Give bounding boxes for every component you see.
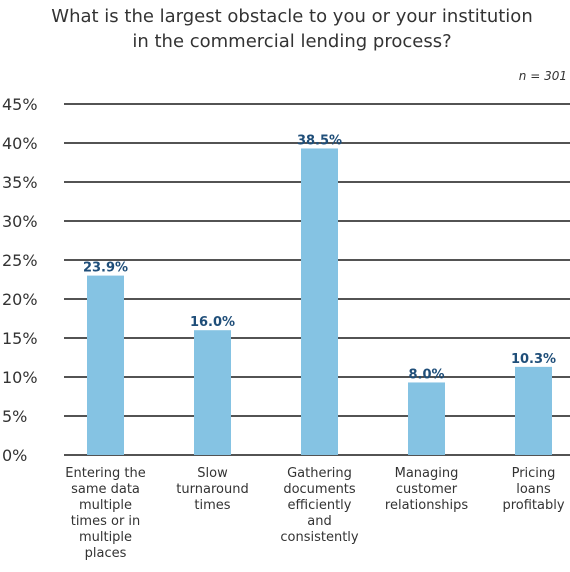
data-label: 8.0%	[408, 367, 444, 382]
x-tick-label: multiple	[79, 530, 132, 545]
y-tick-label: 30%	[2, 212, 38, 231]
x-tick-label: efficiently	[288, 498, 352, 513]
x-tick-label: Slow	[197, 466, 228, 481]
y-tick-label: 25%	[2, 251, 38, 270]
x-tick-label: customer	[396, 482, 458, 497]
y-tick-label: 40%	[2, 134, 38, 153]
x-tick-label: loans	[516, 482, 551, 497]
bar	[301, 148, 338, 455]
data-label: 16.0%	[190, 315, 235, 330]
x-tick-label: relationships	[385, 498, 468, 513]
sample-size-note: n = 301	[519, 69, 567, 83]
x-tick-label: turnaround	[176, 482, 248, 497]
x-tick-label: documents	[283, 482, 356, 497]
x-tick-label: consistently	[280, 530, 359, 545]
bar	[194, 330, 231, 455]
x-tick-label: Pricing	[512, 466, 556, 481]
x-tick-label: Entering the	[65, 466, 145, 481]
y-tick-label: 0%	[2, 446, 27, 465]
x-tick-label: Managing	[395, 466, 459, 481]
x-tick-label: times	[194, 498, 230, 513]
y-tick-label: 20%	[2, 290, 38, 309]
y-axis-ticks: 0% 5% 10% 15% 20% 25% 30% 35% 40% 45%	[2, 95, 38, 465]
data-labels: 23.9% 16.0% 38.5% 8.0% 10.3%	[83, 133, 556, 382]
bar	[515, 366, 552, 455]
x-tick-label: same data	[71, 482, 140, 497]
chart-title-line-1: What is the largest obstacle to you or y…	[51, 6, 532, 27]
data-label: 23.9%	[83, 261, 128, 276]
y-tick-label: 10%	[2, 368, 38, 387]
bar	[408, 382, 445, 455]
x-tick-label: Gathering	[287, 466, 352, 481]
x-tick-label: places	[85, 546, 127, 561]
data-label: 10.3%	[511, 352, 556, 367]
data-label: 38.5%	[297, 133, 342, 148]
chart-title-line-2: in the commercial lending process?	[132, 31, 451, 52]
y-tick-label: 5%	[2, 407, 27, 426]
bars	[87, 148, 552, 455]
bar	[87, 275, 124, 455]
x-tick-label: and	[307, 514, 331, 529]
x-tick-label: profitably	[502, 498, 564, 513]
x-tick-label: times or in	[71, 514, 141, 529]
y-tick-label: 35%	[2, 173, 38, 192]
x-tick-label: multiple	[79, 498, 132, 513]
y-tick-label: 45%	[2, 95, 38, 114]
y-tick-label: 15%	[2, 329, 38, 348]
